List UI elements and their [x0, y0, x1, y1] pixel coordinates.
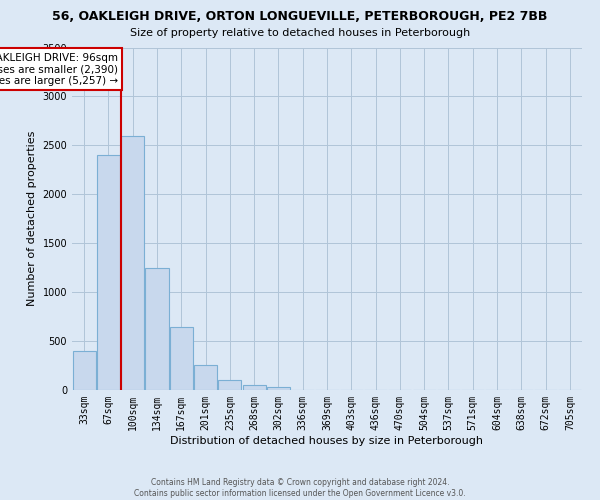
Bar	[218, 380, 241, 390]
Bar	[242, 384, 266, 390]
Text: 56, OAKLEIGH DRIVE, ORTON LONGUEVILLE, PETERBOROUGH, PE2 7BB: 56, OAKLEIGH DRIVE, ORTON LONGUEVILLE, P…	[52, 10, 548, 23]
Text: Size of property relative to detached houses in Peterborough: Size of property relative to detached ho…	[130, 28, 470, 38]
Bar	[73, 351, 95, 390]
X-axis label: Distribution of detached houses by size in Peterborough: Distribution of detached houses by size …	[170, 436, 484, 446]
Text: Contains HM Land Registry data © Crown copyright and database right 2024.
Contai: Contains HM Land Registry data © Crown c…	[134, 478, 466, 498]
Bar	[121, 136, 144, 390]
Bar	[267, 387, 290, 390]
Bar	[97, 155, 120, 390]
Y-axis label: Number of detached properties: Number of detached properties	[27, 131, 37, 306]
Text: 56 OAKLEIGH DRIVE: 96sqm
← 31% of detached houses are smaller (2,390)
69% of sem: 56 OAKLEIGH DRIVE: 96sqm ← 31% of detach…	[0, 52, 118, 86]
Bar	[170, 328, 193, 390]
Bar	[194, 364, 217, 390]
Bar	[145, 268, 169, 390]
